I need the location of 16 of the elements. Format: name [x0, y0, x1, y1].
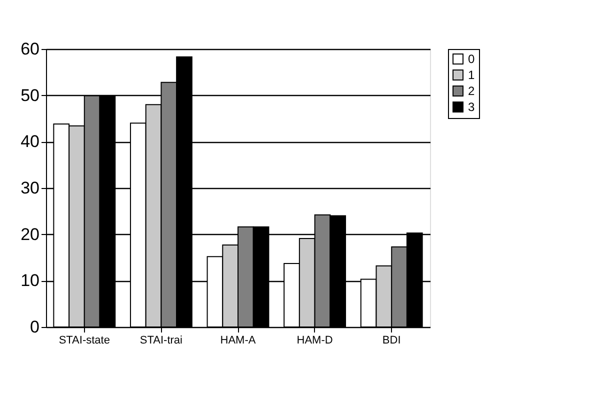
x-tick-label: STAI-state: [58, 334, 110, 346]
y-tick-label: 40: [20, 132, 40, 152]
y-tick-label: 0: [30, 318, 40, 336]
legend-label: 3: [468, 100, 475, 114]
legend-label: 1: [468, 68, 475, 82]
y-tick-label: 30: [20, 178, 40, 198]
y-tick-label: 60: [20, 40, 40, 58]
y-tick-label: 50: [20, 86, 40, 105]
y-tick-label: 20: [20, 224, 40, 244]
x-tick-label: BDI: [382, 334, 401, 346]
y-tick-label: 10: [20, 271, 40, 290]
x-tick-label: HAM-A: [220, 334, 256, 346]
x-tick-label: HAM-D: [296, 334, 333, 346]
legend-label: 2: [468, 84, 475, 98]
x-tick-label: STAI-trai: [140, 334, 182, 346]
legend-label: 0: [468, 52, 475, 66]
